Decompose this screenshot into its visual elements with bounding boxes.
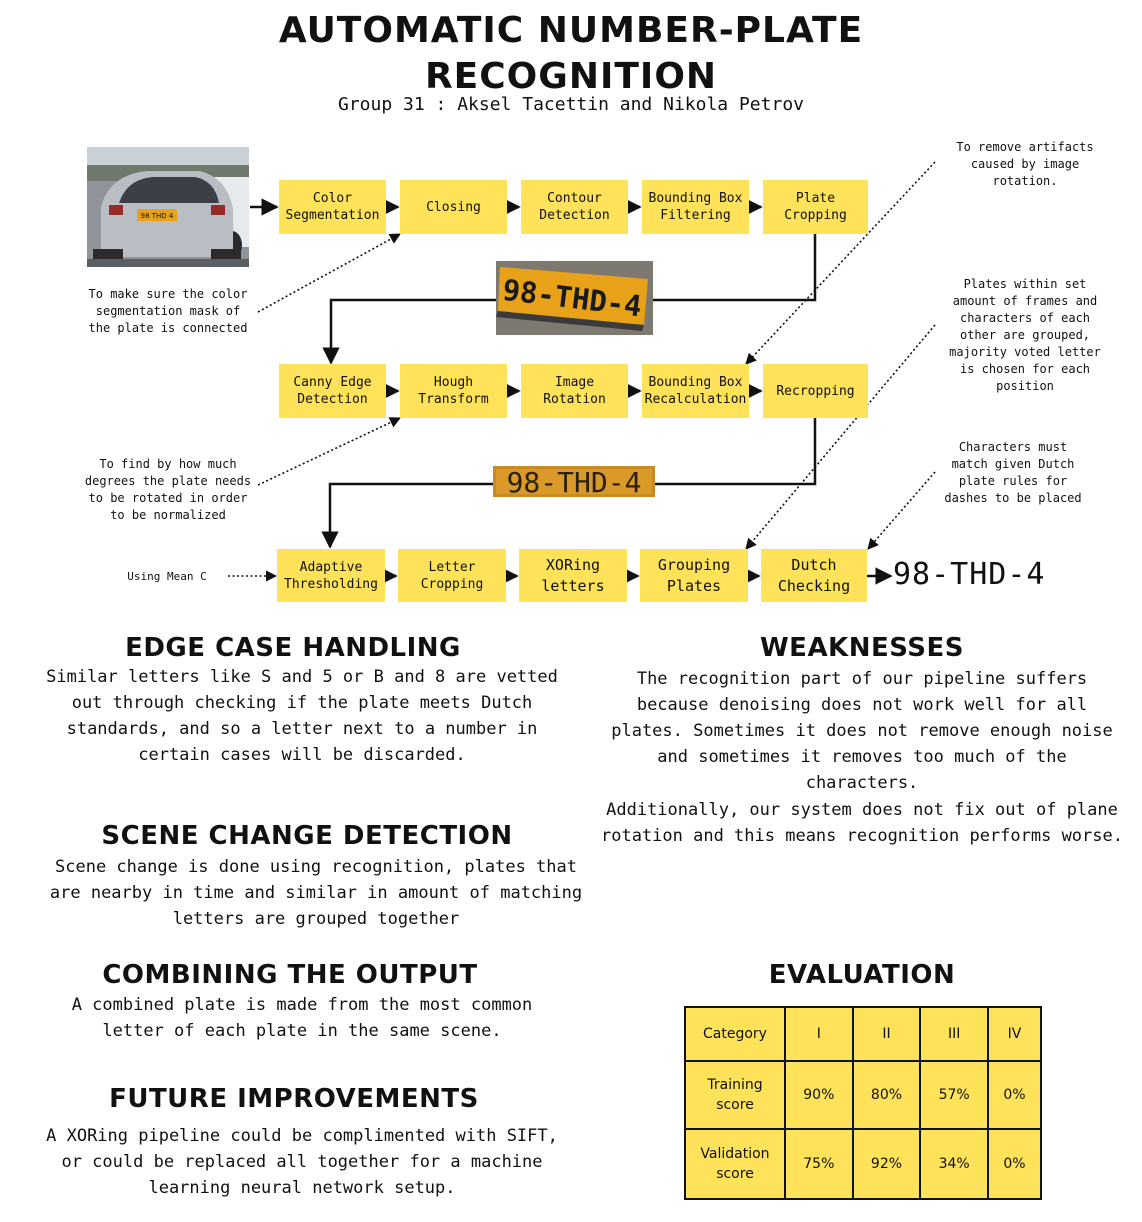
note-thresholding: Using Mean C bbox=[127, 570, 207, 583]
step-xoring-letters: XORing letters bbox=[519, 549, 627, 602]
step-hough-transform: Hough Transform bbox=[400, 364, 507, 418]
table-cell: 0% bbox=[986, 1128, 1043, 1200]
scene-change-title: SCENE CHANGE DETECTION bbox=[101, 821, 513, 851]
table-row: Training score 90% 80% 57% 0% bbox=[684, 1060, 1043, 1130]
step-dutch-checking: Dutch Checking bbox=[761, 549, 867, 602]
scene-change-text: Scene change is done using recognition, … bbox=[49, 857, 583, 929]
step-canny-edge-detection: Canny Edge Detection bbox=[279, 364, 386, 418]
step-color-segmentation: Color Segmentation bbox=[279, 180, 386, 234]
table-header-cell: II bbox=[851, 1006, 922, 1062]
evaluation-table: Category I II III IV Training score 90% … bbox=[684, 1006, 1043, 1200]
table-cell: 34% bbox=[919, 1128, 989, 1200]
table-header-cell: I bbox=[784, 1006, 854, 1062]
evaluation-title: EVALUATION bbox=[768, 960, 956, 990]
table-header-row: Category I II III IV bbox=[684, 1006, 1043, 1062]
step-plate-cropping: Plate Cropping bbox=[763, 180, 868, 234]
note-grouping: Plates within set amount of frames and c… bbox=[949, 277, 1101, 393]
note-closing: To make sure the color segmentation mask… bbox=[88, 287, 248, 335]
table-cell: 90% bbox=[784, 1060, 854, 1130]
table-header-cell: III bbox=[919, 1006, 989, 1062]
note-recalculation: To remove artifacts caused by image rota… bbox=[956, 140, 1094, 188]
table-row-label: Validation score bbox=[684, 1128, 786, 1200]
step-closing: Closing bbox=[400, 180, 507, 234]
table-cell: 75% bbox=[784, 1128, 854, 1200]
step-grouping-plates: Grouping Plates bbox=[640, 549, 748, 602]
note-dutch: Characters must match given Dutch plate … bbox=[944, 440, 1082, 505]
table-row: Validation score 75% 92% 34% 0% bbox=[684, 1128, 1043, 1200]
weaknesses-text-additional: Additionally, our system does not fix ou… bbox=[601, 800, 1123, 846]
page-subtitle: Group 31 : Aksel Tacettin and Nikola Pet… bbox=[338, 94, 804, 115]
weaknesses-text: The recognition part of our pipeline suf… bbox=[611, 669, 1113, 793]
table-cell: 0% bbox=[986, 1060, 1043, 1130]
future-text: A XORing pipeline could be complimented … bbox=[46, 1126, 558, 1198]
step-image-rotation: Image Rotation bbox=[521, 364, 628, 418]
combining-text: A combined plate is made from the most c… bbox=[71, 995, 533, 1041]
edge-case-title: EDGE CASE HANDLING bbox=[125, 633, 461, 663]
car-plate-text: 98 THD 4 bbox=[141, 212, 174, 220]
page-title-line1: AUTOMATIC NUMBER-PLATE bbox=[278, 10, 864, 51]
step-letter-cropping: Letter Cropping bbox=[398, 549, 506, 602]
step-bounding-box-filtering: Bounding Box Filtering bbox=[642, 180, 749, 234]
plate-crop-2-text: 98-THD-4 bbox=[507, 466, 642, 497]
pipeline-result: 98-THD-4 bbox=[893, 557, 1046, 592]
table-cell: 80% bbox=[851, 1060, 922, 1130]
combining-title: COMBINING THE OUTPUT bbox=[102, 960, 478, 990]
table-cell: 57% bbox=[919, 1060, 989, 1130]
step-recropping: Recropping bbox=[763, 364, 868, 418]
table-row-label: Training score bbox=[684, 1060, 786, 1130]
table-header-cell: IV bbox=[986, 1006, 1043, 1062]
car-photo: 98 THD 4 bbox=[87, 147, 249, 267]
plate-crop-image-1: 98-THD-4 bbox=[496, 261, 653, 335]
step-contour-detection: Contour Detection bbox=[521, 180, 628, 234]
step-bounding-box-recalculation: Bounding Box Recalculation bbox=[642, 364, 749, 418]
edge-case-text: Similar letters like S and 5 or B and 8 … bbox=[46, 667, 558, 765]
weaknesses-title: WEAKNESSES bbox=[760, 633, 964, 663]
table-header-cell: Category bbox=[684, 1006, 786, 1062]
note-hough: To find by how much degrees the plate ne… bbox=[84, 457, 252, 522]
table-cell: 92% bbox=[851, 1128, 922, 1200]
step-adaptive-thresholding: Adaptive Thresholding bbox=[277, 549, 385, 602]
future-title: FUTURE IMPROVEMENTS bbox=[109, 1084, 479, 1114]
plate-crop-image-2: 98-THD-4 bbox=[493, 466, 655, 497]
page-title-line2: RECOGNITION bbox=[424, 56, 718, 97]
